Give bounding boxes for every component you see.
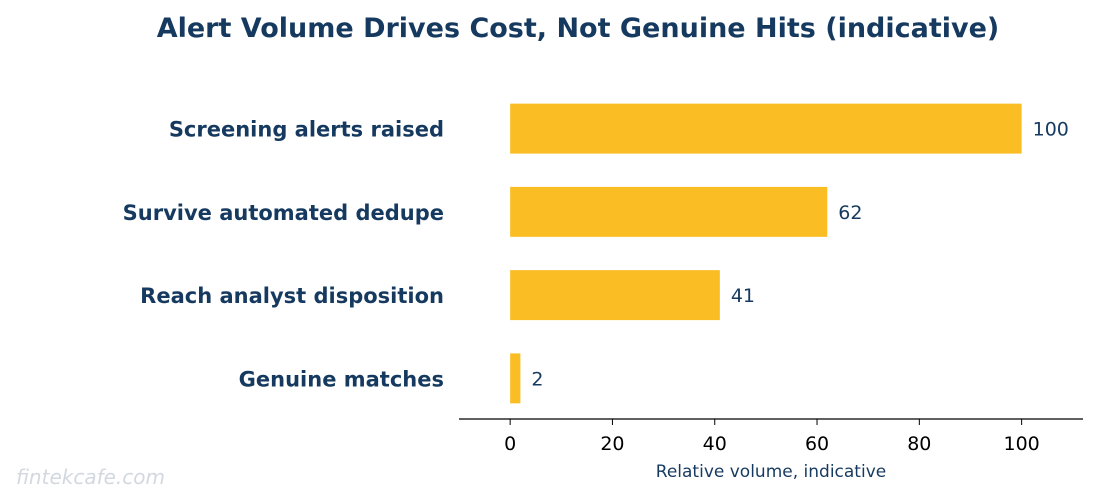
bar-0 xyxy=(510,103,1022,154)
bar-1 xyxy=(510,186,828,237)
data-label: 41 xyxy=(731,285,755,307)
x-tick-label: 20 xyxy=(600,433,624,455)
category-labels-group: Screening alerts raised Survive automated… xyxy=(123,118,444,392)
x-tick-label: 40 xyxy=(703,433,727,455)
data-label: 2 xyxy=(531,368,543,390)
data-label: 100 xyxy=(1033,119,1069,141)
category-label: Screening alerts raised xyxy=(169,118,444,142)
category-label: Survive automated dedupe xyxy=(123,201,444,225)
chart-title: Alert Volume Drives Cost, Not Genuine Hi… xyxy=(157,13,1000,44)
category-label: Reach analyst disposition xyxy=(140,284,444,308)
data-labels-group: 100 62 41 2 xyxy=(531,119,1069,391)
watermark: fintekcafe.com xyxy=(16,465,165,489)
x-axis-title: Relative volume, indicative xyxy=(656,462,886,482)
bar-3 xyxy=(510,353,521,404)
category-label: Genuine matches xyxy=(239,367,444,391)
x-tick-label: 60 xyxy=(805,433,829,455)
data-label: 62 xyxy=(838,202,862,224)
bars-group xyxy=(510,103,1022,404)
x-tick-label: 100 xyxy=(1003,433,1039,455)
x-ticks-group: 0 20 40 60 80 100 xyxy=(504,419,1040,455)
x-tick-label: 0 xyxy=(504,433,516,455)
bar-2 xyxy=(510,270,720,321)
x-tick-label: 80 xyxy=(907,433,931,455)
